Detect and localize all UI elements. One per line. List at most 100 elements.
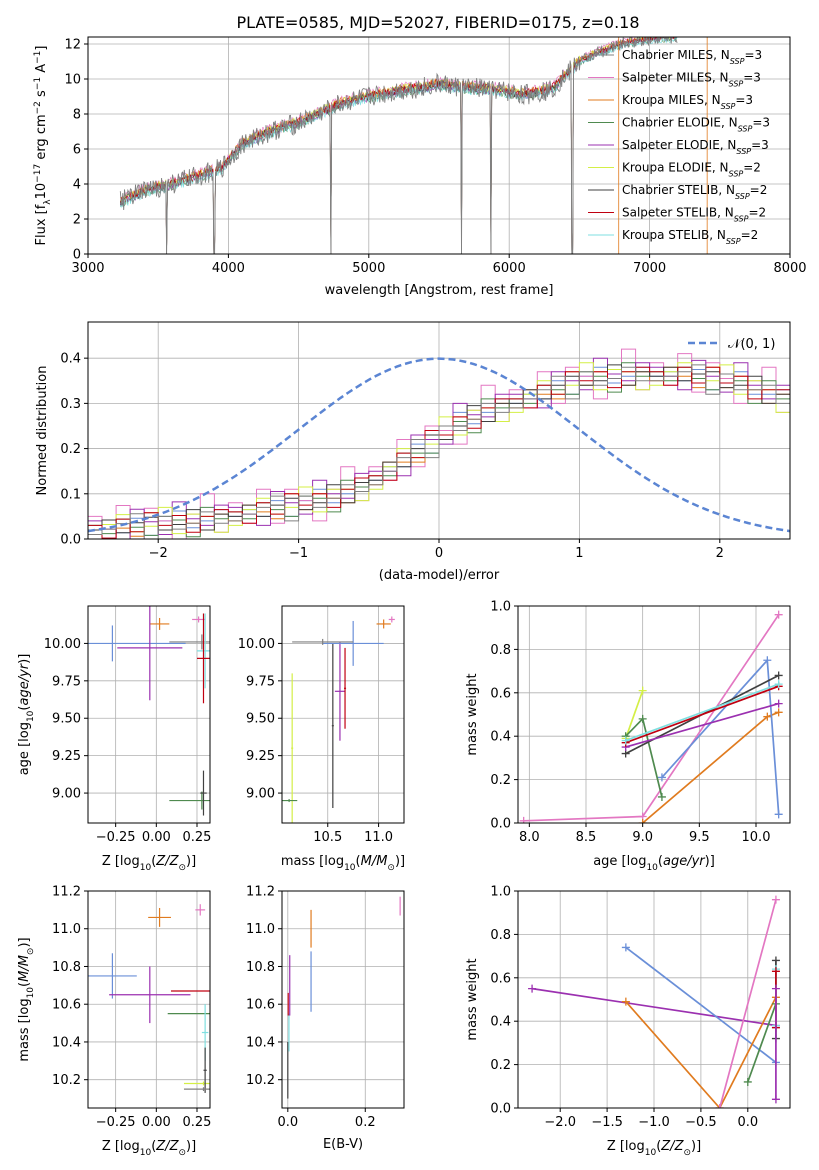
weight-marker — [657, 773, 666, 782]
histogram-chabrier_miles — [88, 364, 790, 539]
legend-entry: Chabrier STELIB, NSSP=2 — [622, 183, 767, 201]
weight-line-kroupa_elodie — [624, 690, 644, 739]
y-axis-label: mass weight — [465, 958, 480, 1040]
weight-marker — [771, 895, 780, 904]
x-tick-label: 0.0 — [737, 1115, 758, 1130]
panel-spectrum: 3000 4000 5000 6000 7000 8000 0 2 4 6 8 10 12 wavelen… — [33, 36, 807, 298]
errorbar-point — [376, 619, 391, 629]
y-tick-label: 4 — [73, 178, 81, 193]
weight-line-kroupa_stelib — [625, 683, 779, 742]
panel-weight-vs-Z: −2.0 −1.5 −1.0 −0.5 0.0 0.0 0.2 0.4 0.6 0.8 1.0 Z [… — [465, 885, 791, 1158]
y-tick-label: 0.8 — [490, 928, 511, 943]
x-axis-label: Z [log10(Z/Z⊙)] — [102, 854, 196, 873]
panel-age-vs-mass: 10.5 11.0 9.00 9.25 9.50 9.75 10.00 mass [log10… — [238, 605, 405, 873]
y-tick-label: 1.0 — [490, 600, 511, 615]
plot-area — [88, 606, 210, 816]
axes-frame — [517, 605, 791, 824]
y-tick-label: 0.2 — [490, 1058, 511, 1073]
axes-frame — [517, 890, 791, 1109]
x-tick-label: 2 — [716, 546, 724, 561]
errorbar-point — [148, 907, 171, 927]
weight-marker — [774, 810, 783, 819]
y-tick-label: 0.4 — [60, 352, 81, 367]
spectrum-series-kroupa_miles — [120, 37, 676, 254]
y-tick-label: 9.75 — [52, 674, 81, 689]
x-axis-label: mass [log10(M/M⊙)] — [281, 854, 405, 873]
weight-marker — [638, 714, 647, 723]
y-tick-label: 10.4 — [52, 1035, 81, 1050]
x-tick-label: 4000 — [212, 261, 245, 276]
weight-marker — [519, 816, 528, 823]
weight-marker — [774, 680, 783, 689]
weight-line-kroupa_miles — [625, 996, 777, 1108]
weight-marker — [638, 819, 647, 823]
weight-marker — [621, 997, 630, 1006]
x-tick-label: 11.0 — [364, 830, 393, 845]
errorbar-point — [169, 791, 210, 810]
x-tick-label: 6000 — [493, 261, 526, 276]
x-tick-label: −1.0 — [638, 1115, 670, 1130]
y-tick-label: 0 — [73, 248, 81, 263]
legend-entry: Chabrier MILES, NSSP=3 — [622, 48, 762, 66]
weight-marker — [657, 792, 666, 801]
legend-entry: Kroupa STELIB, NSSP=2 — [622, 228, 758, 246]
weight-line-salpeter_elodie — [531, 987, 777, 1027]
y-tick-label: 9.50 — [52, 712, 81, 727]
weight-marker — [621, 736, 630, 745]
weight-marker — [528, 984, 537, 993]
axes-frame — [87, 890, 211, 1109]
weight-marker — [774, 610, 783, 619]
axes-frame — [281, 890, 405, 1109]
x-tick-label: −0.25 — [96, 1115, 136, 1130]
y-tick-label: 11.2 — [246, 885, 275, 900]
weight-marker — [774, 699, 783, 708]
weight-line-salpeter_miles — [718, 899, 777, 1108]
errorbar-point — [388, 616, 395, 623]
y-tick-label: 10.4 — [246, 1035, 275, 1050]
errorbar-point — [292, 638, 354, 645]
y-tick-label: 8 — [73, 108, 81, 123]
x-axis-label: age [log10(age/yr)] — [593, 854, 715, 873]
plot-area — [88, 904, 210, 1093]
y-tick-label: 10.6 — [246, 998, 275, 1013]
x-tick-label: 9.0 — [632, 830, 653, 845]
x-tick-label: 0 — [435, 546, 443, 561]
grid — [518, 605, 790, 824]
spectrum-series-salpeter_stelib — [120, 37, 676, 254]
weight-line-salpeter_elodie — [625, 702, 779, 748]
x-tick-label: −0.5 — [685, 1115, 717, 1130]
x-tick-label: 0.25 — [183, 830, 212, 845]
histogram-blue_model — [88, 366, 790, 536]
weight-marker — [771, 967, 780, 976]
histogram-kroupa_elodie — [88, 362, 790, 539]
weight-marker — [715, 1104, 724, 1108]
y-tick-label: 0.4 — [490, 1015, 511, 1030]
x-axis-label: wavelength [Angstrom, rest frame] — [325, 283, 554, 298]
x-tick-label: −2.0 — [544, 1115, 576, 1130]
x-tick-label: 0.00 — [142, 1115, 171, 1130]
legend-entry: 𝒩(0, 1) — [728, 337, 775, 352]
errorbar-point — [88, 953, 137, 999]
y-tick-label: 10.6 — [52, 998, 81, 1013]
x-axis-label: (data-model)/error — [379, 568, 500, 583]
legend: Chabrier MILES, NSSP=3 Salpeter MILES, NS… — [588, 48, 770, 246]
x-tick-label: 10.0 — [742, 830, 771, 845]
x-axis-label: Z [log10(Z/Z⊙)] — [102, 1139, 196, 1158]
weight-marker — [743, 1077, 752, 1086]
errorbar-point — [331, 643, 334, 809]
y-tick-label: 10.2 — [246, 1073, 275, 1088]
axes-frame — [281, 605, 405, 824]
x-axis-label: Z [log10(Z/Z⊙)] — [607, 1139, 701, 1158]
axes-frame — [87, 36, 791, 255]
histogram-kroupa_miles — [88, 366, 790, 537]
x-axis-label: E(B-V) — [323, 1137, 363, 1152]
errorbar-point — [322, 620, 384, 666]
plot-area — [519, 610, 783, 823]
x-tick-label: 3000 — [71, 261, 104, 276]
panel-age-vs-Z: −0.25 0.00 0.25 9.00 9.25 9.50 9.75 10.00 Z [log… — [17, 605, 212, 873]
x-tick-label: 8.0 — [519, 830, 540, 845]
figure-title: PLATE=0585, MJD=52027, FIBERID=0175, z=0… — [236, 13, 639, 32]
weight-marker — [771, 1095, 780, 1104]
y-axis-label: mass weight — [465, 673, 480, 755]
errorbar-point — [88, 625, 186, 662]
